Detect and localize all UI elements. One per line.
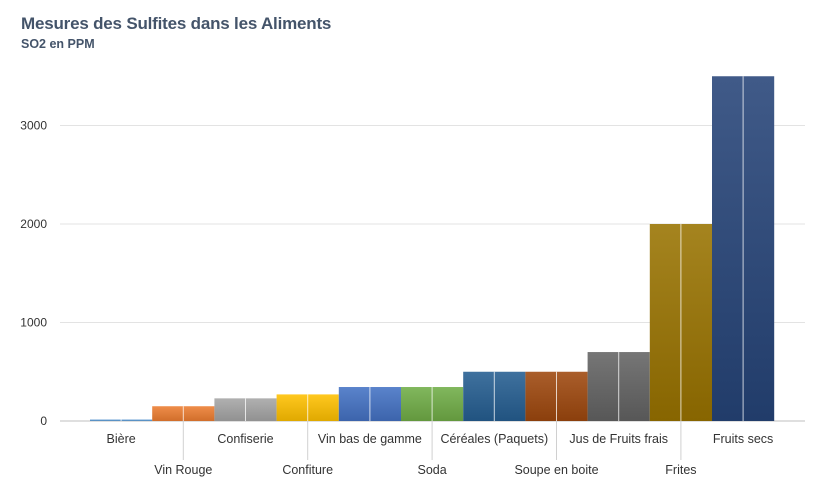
y-tick-label: 0 bbox=[40, 414, 47, 428]
y-axis-ticks: 0 1000 2000 3000 bbox=[20, 119, 47, 429]
x-axis-categories: Bière Vin Rouge Confiserie Confiture Vin bas… bbox=[107, 432, 774, 477]
chart-title: Mesures des Sulfites dans les Aliments bbox=[21, 14, 332, 33]
y-tick-label: 1000 bbox=[20, 316, 47, 330]
category-label: Soda bbox=[417, 463, 446, 477]
category-label: Céréales (Paquets) bbox=[440, 432, 548, 446]
bars bbox=[90, 76, 775, 421]
category-label: Frites bbox=[665, 463, 696, 477]
category-label: Jus de Fruits frais bbox=[569, 432, 668, 446]
category-label: Fruits secs bbox=[713, 432, 773, 446]
category-label: Confiture bbox=[282, 463, 333, 477]
label-leader-lines bbox=[182, 421, 682, 460]
category-label: Vin bas de gamme bbox=[318, 432, 422, 446]
category-label: Vin Rouge bbox=[154, 463, 212, 477]
chart-subtitle: SO2 en PPM bbox=[21, 37, 95, 51]
y-tick-label: 3000 bbox=[20, 119, 47, 133]
category-label: Confiserie bbox=[217, 432, 273, 446]
category-label: Soupe en boite bbox=[514, 463, 598, 477]
y-tick-label: 2000 bbox=[20, 217, 47, 231]
category-label: Bière bbox=[107, 432, 136, 446]
